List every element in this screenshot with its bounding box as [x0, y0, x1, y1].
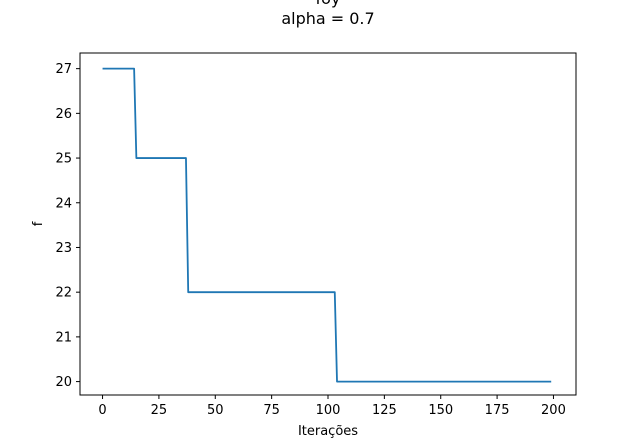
x-tick-label: 0 — [98, 403, 106, 418]
plot-frame — [79, 52, 577, 396]
y-tick-label: 20 — [55, 375, 72, 390]
series-group — [102, 67, 552, 383]
series-line-0 — [102, 67, 552, 383]
y-axis-label: f — [31, 221, 46, 226]
x-tick-label: 75 — [263, 403, 280, 418]
y-tick-label: 26 — [55, 107, 72, 122]
x-tick-label: 50 — [207, 403, 224, 418]
x-axis-ticks: 0 25 50 75 100 125 150 175 200 — [98, 395, 566, 418]
y-tick-label: 22 — [55, 286, 72, 301]
y-tick-label: 23 — [55, 241, 72, 256]
y-tick-label: 21 — [55, 330, 72, 345]
x-tick-label: 175 — [485, 403, 510, 418]
y-tick-label: 27 — [55, 62, 72, 77]
y-tick-label: 24 — [55, 196, 72, 211]
x-tick-label: 200 — [541, 403, 566, 418]
x-tick-label: 100 — [316, 403, 341, 418]
x-axis-label: Iterações — [298, 424, 358, 439]
x-tick-label: 150 — [428, 403, 453, 418]
chart-title-line1: foy — [316, 0, 341, 8]
x-tick-label: 25 — [151, 403, 168, 418]
y-axis-ticks: 20 21 22 23 24 25 26 27 — [55, 62, 80, 390]
y-tick-label: 25 — [55, 152, 72, 167]
chart-title-line2: alpha = 0.7 — [281, 9, 374, 28]
x-tick-label: 125 — [372, 403, 397, 418]
